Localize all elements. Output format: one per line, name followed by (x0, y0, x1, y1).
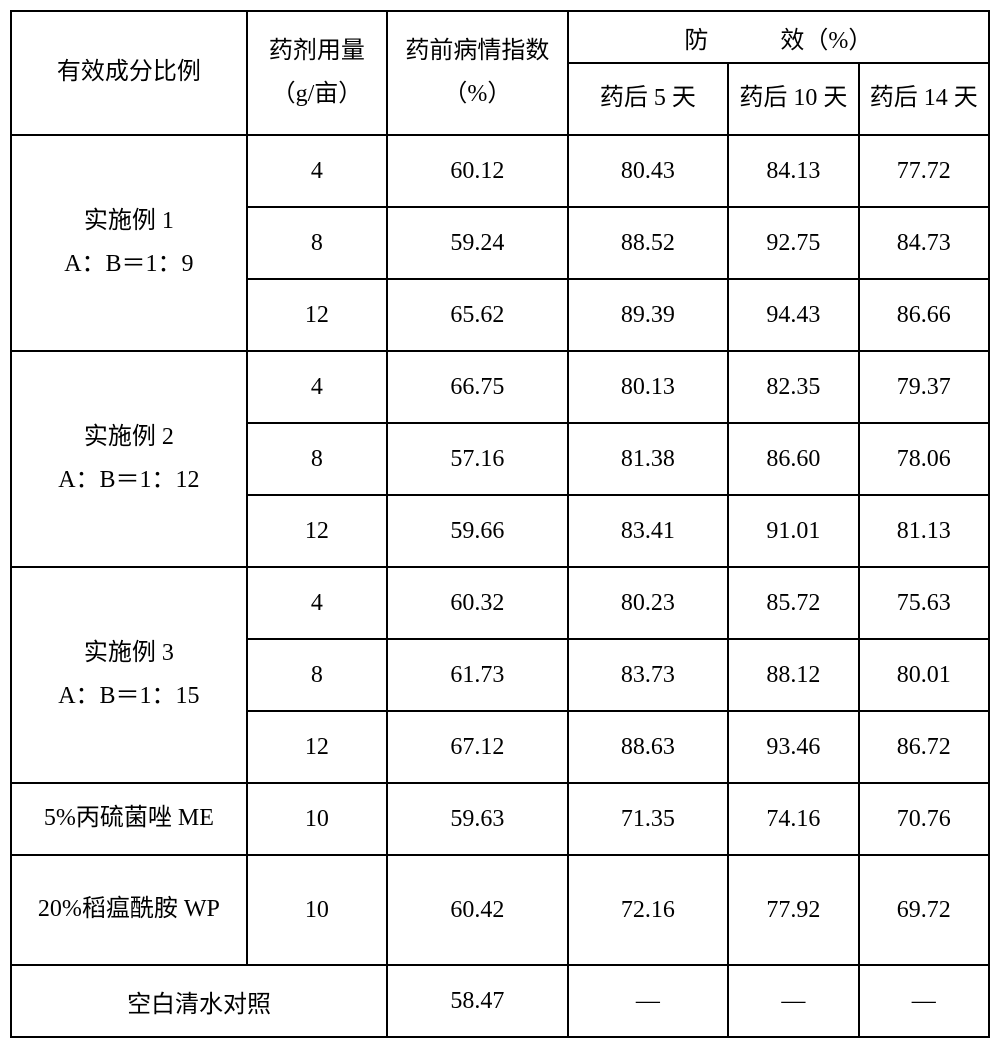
index-cell: 59.24 (387, 207, 568, 279)
d10-cell: 74.16 (728, 783, 858, 855)
ratio-cell: 实施例 1A：B＝1：9 (11, 135, 247, 351)
dose-cell: 8 (247, 639, 387, 711)
ratio-cell: 空白清水对照 (11, 965, 387, 1037)
index-cell: 65.62 (387, 279, 568, 351)
index-cell: 66.75 (387, 351, 568, 423)
index-cell: 57.16 (387, 423, 568, 495)
d14-cell: 75.63 (859, 567, 989, 639)
d10-cell: 82.35 (728, 351, 858, 423)
index-cell: 59.63 (387, 783, 568, 855)
d5-cell: 83.41 (568, 495, 728, 567)
dose-cell: 4 (247, 135, 387, 207)
hdr-d5: 药后 5 天 (568, 63, 728, 135)
d10-cell: 77.92 (728, 855, 858, 965)
hdr-dose: 药剂用量（g/亩） (247, 11, 387, 135)
d14-cell: 80.01 (859, 639, 989, 711)
d10-cell: 88.12 (728, 639, 858, 711)
table-row: 实施例 2A：B＝1：12 4 66.75 80.13 82.35 79.37 (11, 351, 989, 423)
index-cell: 60.32 (387, 567, 568, 639)
dose-cell: 10 (247, 783, 387, 855)
d5-cell: 71.35 (568, 783, 728, 855)
dose-cell: 8 (247, 207, 387, 279)
table-row: 20%稻瘟酰胺 WP 10 60.42 72.16 77.92 69.72 (11, 855, 989, 965)
d5-cell: 83.73 (568, 639, 728, 711)
d5-cell: 88.63 (568, 711, 728, 783)
table-row: 实施例 3A：B＝1：15 4 60.32 80.23 85.72 75.63 (11, 567, 989, 639)
d10-cell: 85.72 (728, 567, 858, 639)
d14-cell: 70.76 (859, 783, 989, 855)
d5-cell: 80.43 (568, 135, 728, 207)
dose-cell: 12 (247, 279, 387, 351)
index-cell: 61.73 (387, 639, 568, 711)
d5-cell: 72.16 (568, 855, 728, 965)
dose-cell: 4 (247, 351, 387, 423)
dose-cell: 8 (247, 423, 387, 495)
d10-cell: 92.75 (728, 207, 858, 279)
d14-cell: 79.37 (859, 351, 989, 423)
data-table: 有效成分比例 药剂用量（g/亩） 药前病情指数（%） 防 效（%） 药后 5 天… (10, 10, 990, 1038)
index-cell: 67.12 (387, 711, 568, 783)
table-row: 5%丙硫菌唑 ME 10 59.63 71.35 74.16 70.76 (11, 783, 989, 855)
index-cell: 58.47 (387, 965, 568, 1037)
table-row: 实施例 1A：B＝1：9 4 60.12 80.43 84.13 77.72 (11, 135, 989, 207)
d14-cell: 86.72 (859, 711, 989, 783)
d14-cell: 78.06 (859, 423, 989, 495)
ratio-cell: 20%稻瘟酰胺 WP (11, 855, 247, 965)
d10-cell: 84.13 (728, 135, 858, 207)
header-row-1: 有效成分比例 药剂用量（g/亩） 药前病情指数（%） 防 效（%） (11, 11, 989, 63)
ratio-cell: 5%丙硫菌唑 ME (11, 783, 247, 855)
hdr-d14: 药后 14 天 (859, 63, 989, 135)
dose-cell: 12 (247, 711, 387, 783)
hdr-ratio: 有效成分比例 (11, 11, 247, 135)
ratio-cell: 实施例 2A：B＝1：12 (11, 351, 247, 567)
table-row: 空白清水对照 58.47 — — — (11, 965, 989, 1037)
hdr-index: 药前病情指数（%） (387, 11, 568, 135)
index-cell: 60.42 (387, 855, 568, 965)
d14-cell: 69.72 (859, 855, 989, 965)
d14-cell: 84.73 (859, 207, 989, 279)
dose-cell: 12 (247, 495, 387, 567)
d14-cell: — (859, 965, 989, 1037)
d5-cell: 88.52 (568, 207, 728, 279)
d5-cell: — (568, 965, 728, 1037)
d5-cell: 89.39 (568, 279, 728, 351)
d14-cell: 81.13 (859, 495, 989, 567)
hdr-d10: 药后 10 天 (728, 63, 858, 135)
d10-cell: 91.01 (728, 495, 858, 567)
hdr-efficacy: 防 效（%） (568, 11, 989, 63)
index-cell: 59.66 (387, 495, 568, 567)
d10-cell: 94.43 (728, 279, 858, 351)
dose-cell: 10 (247, 855, 387, 965)
d14-cell: 86.66 (859, 279, 989, 351)
d10-cell: — (728, 965, 858, 1037)
index-cell: 60.12 (387, 135, 568, 207)
ratio-cell: 实施例 3A：B＝1：15 (11, 567, 247, 783)
dose-cell: 4 (247, 567, 387, 639)
d14-cell: 77.72 (859, 135, 989, 207)
d5-cell: 80.13 (568, 351, 728, 423)
d10-cell: 86.60 (728, 423, 858, 495)
d5-cell: 80.23 (568, 567, 728, 639)
d5-cell: 81.38 (568, 423, 728, 495)
d10-cell: 93.46 (728, 711, 858, 783)
